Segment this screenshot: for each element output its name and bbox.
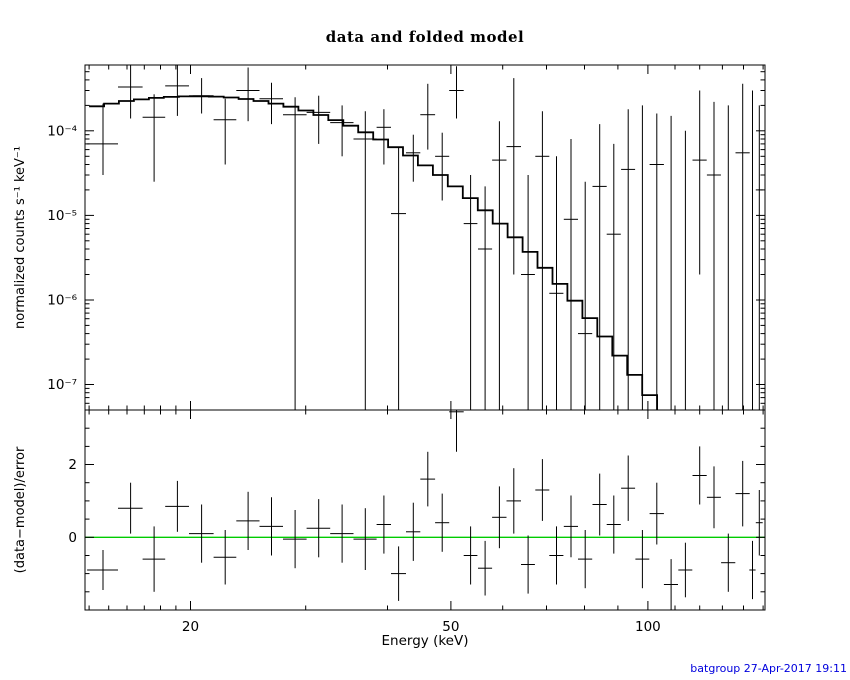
svg-text:0: 0 — [68, 530, 77, 546]
svg-text:Energy (keV): Energy (keV) — [382, 633, 469, 649]
svg-text:10⁻⁶: 10⁻⁶ — [47, 292, 77, 308]
svg-text:10⁻⁴: 10⁻⁴ — [47, 123, 77, 139]
folded-model-line — [89, 95, 658, 410]
data-points — [87, 65, 763, 610]
svg-text:100: 100 — [635, 619, 661, 635]
plot-credit-text: batgroup 27-Apr-2017 19:11 — [690, 662, 847, 675]
axis-labels: 20 50 100 10⁻⁴ 10⁻⁵ 10⁻⁶ 10⁻⁷ 0 2 Energy (keV) nor… — [13, 123, 661, 649]
svg-text:10⁻⁷: 10⁻⁷ — [47, 377, 77, 393]
svg-text:normalized counts s⁻¹ keV⁻¹: normalized counts s⁻¹ keV⁻¹ — [13, 146, 28, 329]
svg-text:(data−model)/error: (data−model)/error — [13, 446, 28, 573]
svg-text:10⁻⁵: 10⁻⁵ — [47, 208, 77, 224]
svg-text:2: 2 — [68, 457, 77, 473]
axis-ticks — [85, 65, 765, 610]
plot-title: data and folded model — [325, 28, 525, 46]
svg-text:50: 50 — [442, 619, 459, 635]
svg-text:20: 20 — [182, 619, 199, 635]
panel-frames — [84, 64, 766, 611]
